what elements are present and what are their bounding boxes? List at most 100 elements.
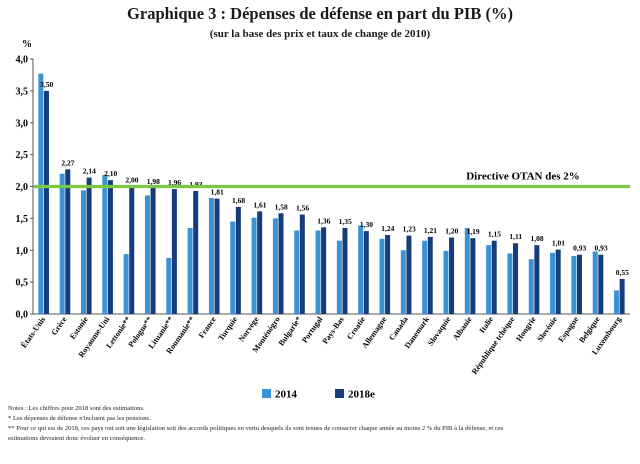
bar-2018e [363,231,369,314]
otan-reference-line: Directive OTAN des 2% [33,171,630,189]
bar-2018e [193,190,199,314]
bar-2014 [464,227,470,314]
bar-data-label: 1,01 [552,239,565,248]
bar-data-label: 1,19 [467,227,480,236]
note-line: * Les dépenses de défense n'incluent pas… [8,415,151,422]
bar-data-label: 1,24 [381,224,394,233]
bar-data-label: 0,93 [573,244,586,253]
bar-data-label: 1,20 [445,227,458,236]
bar-data-label: 2,00 [125,176,138,185]
bar-data-label: 1,96 [168,178,181,187]
bar-2018e [598,254,604,314]
bar-2018e [235,206,241,314]
note-line: Notes : Les chiffres pour 2018 sont des … [8,405,145,412]
bar-data-label: 1,30 [360,220,373,229]
x-category-label: Grèce [50,315,69,337]
bar-2014 [38,73,44,314]
y-tick-label: 3,5 [16,86,29,97]
bar-data-label: 1,56 [296,204,309,213]
bar-2014 [123,254,129,314]
y-tick-label: 2,5 [16,150,29,161]
bar-data-label: 1,21 [424,226,437,235]
bar-2018e [129,186,135,314]
bar-data-label: 1,08 [530,234,543,243]
legend: 2014 2018e [262,389,375,401]
bar-2014 [315,230,321,314]
bar-2018e [214,198,220,314]
bar-2014 [187,227,193,314]
bar-data-label: 1,98 [147,177,160,186]
x-category-label: Pays-Bas [321,315,346,346]
bar-2014 [166,257,172,314]
note-line: ** Pour ce qui est de 2018, ces pays ont… [8,425,504,432]
bar-2014 [486,245,492,314]
bar-2018e [342,227,348,314]
bar-2018e [299,214,305,314]
bar-2018e [257,211,263,314]
bar-2018e [86,177,92,314]
bar-2014 [294,230,300,314]
bar-2014 [59,173,65,314]
y-tick-label: 0,0 [16,310,29,321]
bar-data-label: 1,36 [317,216,330,225]
x-category-label: Estonie [68,315,90,341]
bar-2014 [592,251,598,314]
y-axis-unit-label: % [22,39,32,50]
bar-data-label: 1,81 [211,188,224,197]
bar-2014 [208,197,214,314]
notes-block: Notes : Les chiffres pour 2018 sont des … [8,404,634,444]
x-category-label: Italie [477,315,495,335]
bar-2014 [102,175,108,314]
bar-2018e [555,249,561,314]
bar-2018e [449,237,455,314]
bar-2014 [400,250,406,314]
bar-data-label: 3,50 [40,80,53,89]
note-line: estimations devraient donc évoluer en co… [8,435,145,442]
bar-2014 [550,252,556,314]
bar-2014 [81,190,87,314]
bar-series [38,73,625,314]
reference-line-label: Directive OTAN des 2% [466,171,580,183]
bar-2014 [144,195,150,314]
bar-2018e [427,236,433,314]
bar-data-label: 1,15 [488,230,501,239]
chart-subtitle: (sur la base des prix et taux de change … [209,28,431,40]
bar-2014 [251,217,257,314]
bar-2018e [470,238,476,314]
bar-2014 [230,221,236,314]
bar-data-label: 2,27 [61,158,74,167]
x-category-label: France [197,315,218,340]
chart-title: Graphique 3 : Dépenses de défense en par… [127,4,513,23]
bar-2018e [65,169,71,314]
bar-2018e [491,240,497,314]
bar-2018e [406,235,412,314]
bar-2018e [534,245,540,314]
bar-data-label: 1,68 [232,196,245,205]
bar-2014 [443,250,449,314]
bar-data-label: 0,55 [616,268,629,277]
bar-2014 [379,238,385,314]
legend-swatch-2018e [335,389,344,398]
bar-2018e [385,234,391,314]
legend-label-2018e: 2018e [348,389,375,401]
bar-2018e [321,227,327,314]
bar-data-label: 1,93 [189,180,202,189]
x-category-label: République tchèque [470,315,517,376]
bar-2014 [614,290,620,314]
bar-2018e [150,187,156,314]
bar-data-label: 1,35 [339,217,352,226]
bar-data-label: 1,23 [403,225,416,234]
bar-2014 [272,218,278,314]
bar-2014 [422,240,428,314]
legend-swatch-2014 [262,389,271,398]
bar-2018e [619,278,625,314]
bar-2014 [336,240,342,314]
y-tick-label: 2,0 [16,182,29,193]
bar-2018e [107,180,113,314]
bar-data-label: 1,58 [275,202,288,211]
legend-label-2014: 2014 [275,389,298,401]
bar-2018e [171,189,177,314]
bar-2014 [528,259,534,314]
bar-data-label: 2,14 [83,167,96,176]
bar-2014 [507,253,513,314]
